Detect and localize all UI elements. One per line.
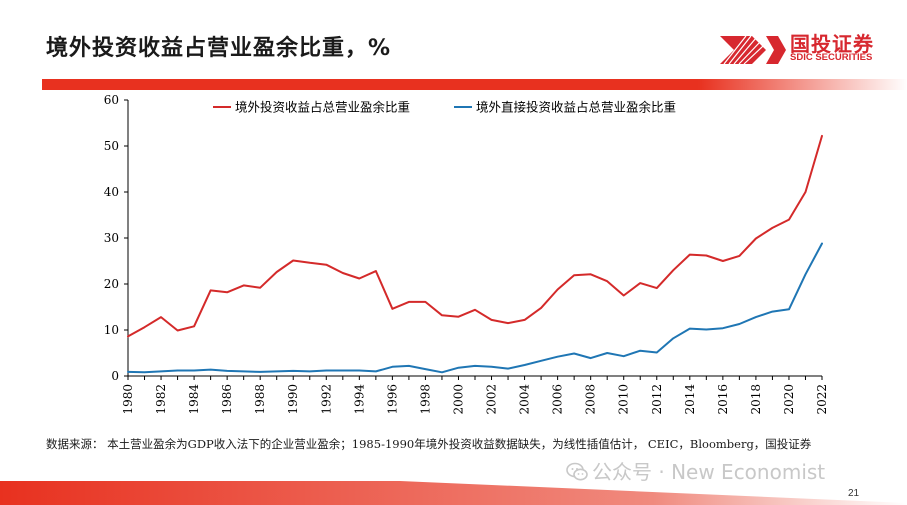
x-tick-label: 2014	[683, 384, 697, 415]
x-tick-label: 2010	[617, 384, 631, 415]
y-tick-label: 40	[104, 185, 119, 199]
x-tick-label: 1994	[352, 384, 366, 415]
x-tick-label: 2000	[451, 384, 465, 415]
y-tick-label: 0	[111, 369, 119, 383]
x-tick-label: 1986	[220, 384, 234, 415]
header-accent-bar	[42, 79, 907, 90]
x-tick-label: 1984	[187, 384, 201, 415]
y-tick-label: 10	[104, 323, 119, 337]
watermark-text: 公众号 · New Economist	[592, 460, 826, 484]
x-tick-label: 1982	[154, 384, 168, 415]
series-line	[127, 134, 823, 338]
x-tick-label: 2020	[782, 384, 796, 415]
x-tick-label: 1992	[319, 384, 333, 415]
x-tick-label: 1990	[286, 384, 300, 415]
x-tick-label: 2018	[749, 384, 763, 415]
x-tick-label: 1996	[385, 384, 399, 415]
x-tick-label: 2016	[716, 384, 730, 415]
logo-name-en: SDIC SECURITIES	[790, 52, 873, 63]
y-tick-label: 20	[104, 277, 119, 291]
page-number: 21	[848, 488, 860, 499]
x-tick-label: 2022	[815, 384, 829, 415]
y-tick-label: 30	[104, 231, 119, 245]
slide-title: 境外投资收益占营业盈余比重，%	[46, 36, 392, 61]
x-tick-label: 1988	[253, 384, 267, 415]
y-tick-label: 60	[104, 93, 119, 107]
x-tick-label: 2006	[551, 384, 565, 415]
x-tick-label: 2008	[584, 384, 598, 415]
series-line	[127, 242, 823, 374]
x-tick-label: 2002	[485, 384, 499, 415]
x-tick-label: 1980	[121, 384, 135, 415]
logo-name-cn: 国投证券	[790, 32, 874, 56]
legend-label: 境外投资收益占总营业盈余比重	[235, 100, 410, 115]
x-tick-label: 1998	[418, 384, 432, 415]
sdic-logo-icon	[720, 35, 786, 65]
line-chart: 0 10 20 30 40 50 60 1980 1982 1984 1986 1988 1990 199…	[104, 93, 829, 415]
legend-label: 境外直接投资收益占总营业盈余比重	[476, 100, 676, 115]
x-tick-label: 2004	[518, 384, 532, 415]
y-tick-label: 50	[104, 139, 119, 153]
footer-accent-bar	[0, 481, 907, 505]
watermark: 公众号 · New Economist	[566, 456, 825, 485]
x-tick-label: 2012	[650, 384, 664, 415]
source-note: 数据来源： 本土营业盈余为GDP收入法下的企业营业盈余；1985-1990年境外…	[46, 437, 812, 451]
wechat-icon	[566, 462, 588, 481]
